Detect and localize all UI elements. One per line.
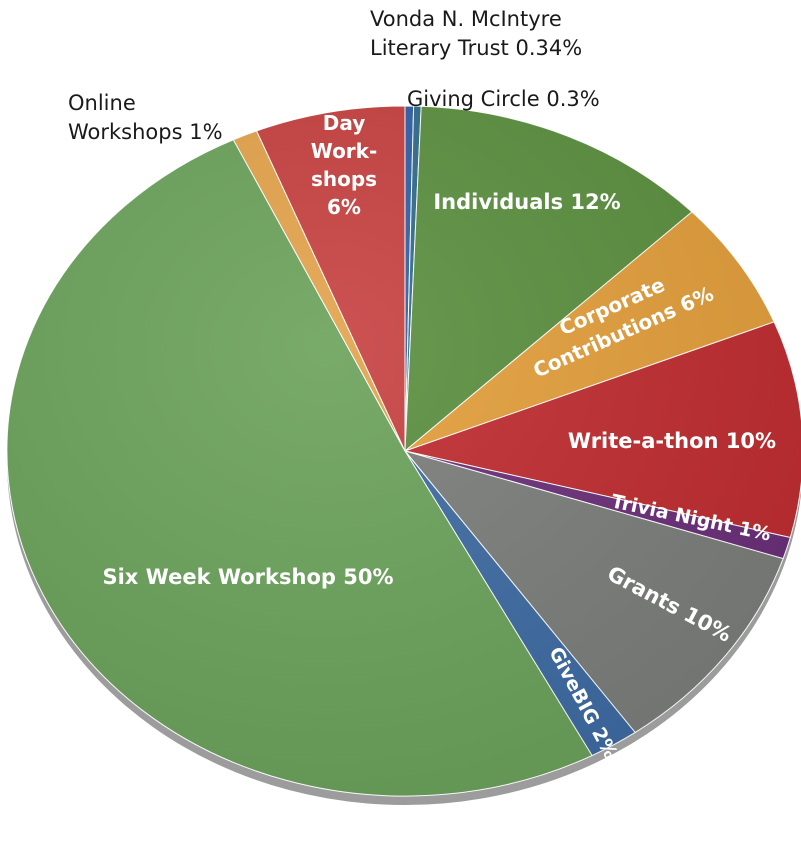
slice-label-line: Giving Circle 0.3% [407, 87, 600, 111]
slice-label-one-day-workshops: One- Day Work-shops 6% [311, 83, 378, 219]
slice-label-line: Workshops 1% [68, 120, 223, 144]
slice-label-line: shops [311, 167, 377, 191]
slice-label-text: Online Workshops 1% [68, 91, 223, 144]
slice-label-online-workshops: Online Workshops 1% [68, 91, 223, 144]
slice-label-giving-circle: Giving Circle 0.3% [407, 87, 600, 111]
slice-label-write-a-thon: Write-a-thon 10% [568, 429, 776, 453]
slice-label-text: Six Week Workshop 50% [102, 565, 393, 589]
slice-label-text: One- Day Work-shops 6% [311, 83, 378, 219]
slice-label-line: Six Week Workshop 50% [102, 565, 393, 589]
slice-label-text: Write-a-thon 10% [568, 429, 776, 453]
slice-label-line: One- [317, 83, 370, 107]
slice-label-line: Online [68, 91, 136, 115]
slice-label-six-week-workshop: Six Week Workshop 50% [102, 565, 393, 589]
slice-label-line: 6% [327, 195, 361, 219]
slice-label-vonda-n-mcintyre-literary-trust: Vonda N. McIntyre Literary Trust 0.34% [370, 7, 582, 60]
slice-label-text: Giving Circle 0.3% [407, 87, 600, 111]
slice-label-line: Work- [311, 139, 378, 163]
slice-label-line: Day [323, 111, 366, 135]
slice-label-text: Individuals 12% [433, 190, 620, 214]
slice-label-line: Write-a-thon 10% [568, 429, 776, 453]
slice-label-line: Vonda N. McIntyre [370, 7, 562, 31]
slice-label-line: Individuals 12% [433, 190, 620, 214]
slice-label-individuals: Individuals 12% [433, 190, 620, 214]
slice-label-line: Literary Trust 0.34% [370, 36, 582, 60]
slice-label-text: Vonda N. McIntyre Literary Trust 0.34% [370, 7, 582, 60]
